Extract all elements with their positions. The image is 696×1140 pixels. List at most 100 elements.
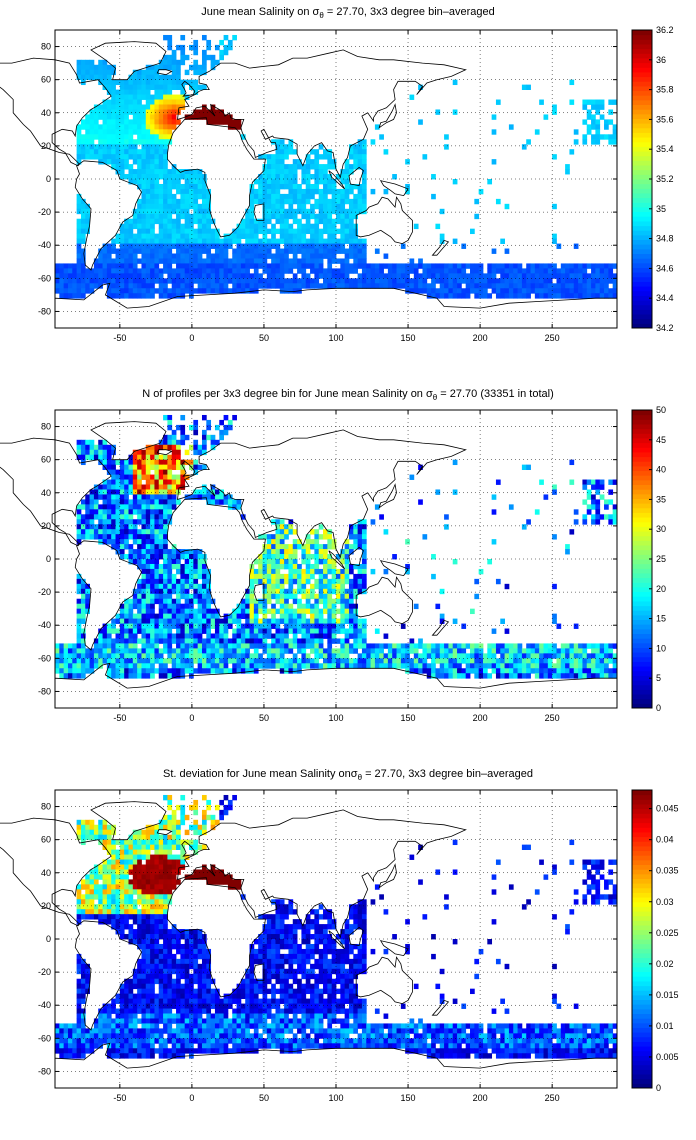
data-cell [150,489,155,495]
data-cell [284,638,289,644]
data-cell [249,623,255,629]
data-cell [171,484,177,490]
data-cell [348,563,354,570]
data-cell [98,268,103,274]
data-cell [115,273,121,279]
data-cell [115,504,121,510]
data-cell [206,44,212,51]
data-cell [271,243,276,249]
data-cell [569,263,575,269]
data-cell [262,203,268,210]
data-cell [262,218,268,225]
data-cell [180,554,186,560]
data-cell [495,479,501,485]
data-cell [521,663,527,669]
data-cell [76,149,82,155]
data-cell [288,228,294,235]
data-cell [89,509,95,515]
data-cell [258,174,263,180]
data-cell [171,449,177,456]
data-cell [323,198,328,205]
data-cell [275,238,281,244]
data-cell [495,578,501,585]
data-cell [145,598,151,605]
data-cell [586,658,592,664]
data-cell [111,243,116,249]
data-cell [119,288,125,294]
data-cell [176,449,181,456]
data-cell [422,278,428,284]
data-cell [193,39,199,46]
data-cell [141,198,147,205]
data-cell [214,618,220,624]
data-cell [539,653,544,659]
data-cell [591,288,596,294]
data-cell [176,263,181,269]
data-cell [288,174,294,180]
data-cell [348,149,354,155]
data-cell [197,583,203,590]
data-cell [210,484,216,490]
data-cell [141,563,147,570]
data-cell [336,208,341,215]
data-cell [197,643,203,649]
data-cell [461,293,467,299]
data-cell [340,268,346,274]
data-cell [150,459,155,466]
data-cell [547,643,553,649]
data-cell [435,263,441,269]
data-cell [227,278,233,284]
data-cell [128,474,134,480]
data-cell [193,193,199,200]
data-cell [284,174,289,180]
data-cell [318,583,324,590]
data-cell [124,149,129,155]
data-cell [124,618,129,624]
data-cell [331,563,337,570]
data-cell [119,504,125,510]
data-cell [504,668,510,674]
data-cell [158,638,164,644]
data-cell [193,69,199,76]
data-cell [76,514,82,520]
data-cell [223,263,229,269]
data-cell [301,174,307,180]
data-cell [370,643,376,649]
data-cell [361,164,367,170]
data-cell [128,293,134,299]
data-cell [521,144,527,150]
data-cell [405,268,410,274]
data-cell [141,583,147,590]
data-cell [210,278,216,284]
data-cell [253,233,259,239]
coastline [355,196,413,245]
data-cell [383,149,389,155]
colorbar-step [632,703,652,709]
data-cell [163,464,168,470]
data-cell [292,149,298,155]
data-cell [336,213,341,220]
data-cell [137,169,142,175]
data-cell [275,549,281,555]
data-cell [106,69,112,76]
data-cell [327,593,333,600]
data-cell [271,573,276,580]
data-cell [163,643,168,649]
data-cell [266,154,272,160]
data-cell [491,509,497,515]
data-cell [184,603,190,610]
data-cell [271,258,276,264]
data-cell [201,643,207,649]
data-cell [310,258,315,264]
colorbar-step [632,95,652,101]
data-cell [154,69,160,76]
data-cell [128,233,134,239]
data-cell [180,258,186,264]
data-cell [387,658,393,664]
data-cell [163,89,168,95]
data-cell [193,588,199,595]
data-cell [115,164,121,170]
data-cell [348,188,354,195]
data-cell [344,248,350,254]
data-cell [154,258,160,264]
